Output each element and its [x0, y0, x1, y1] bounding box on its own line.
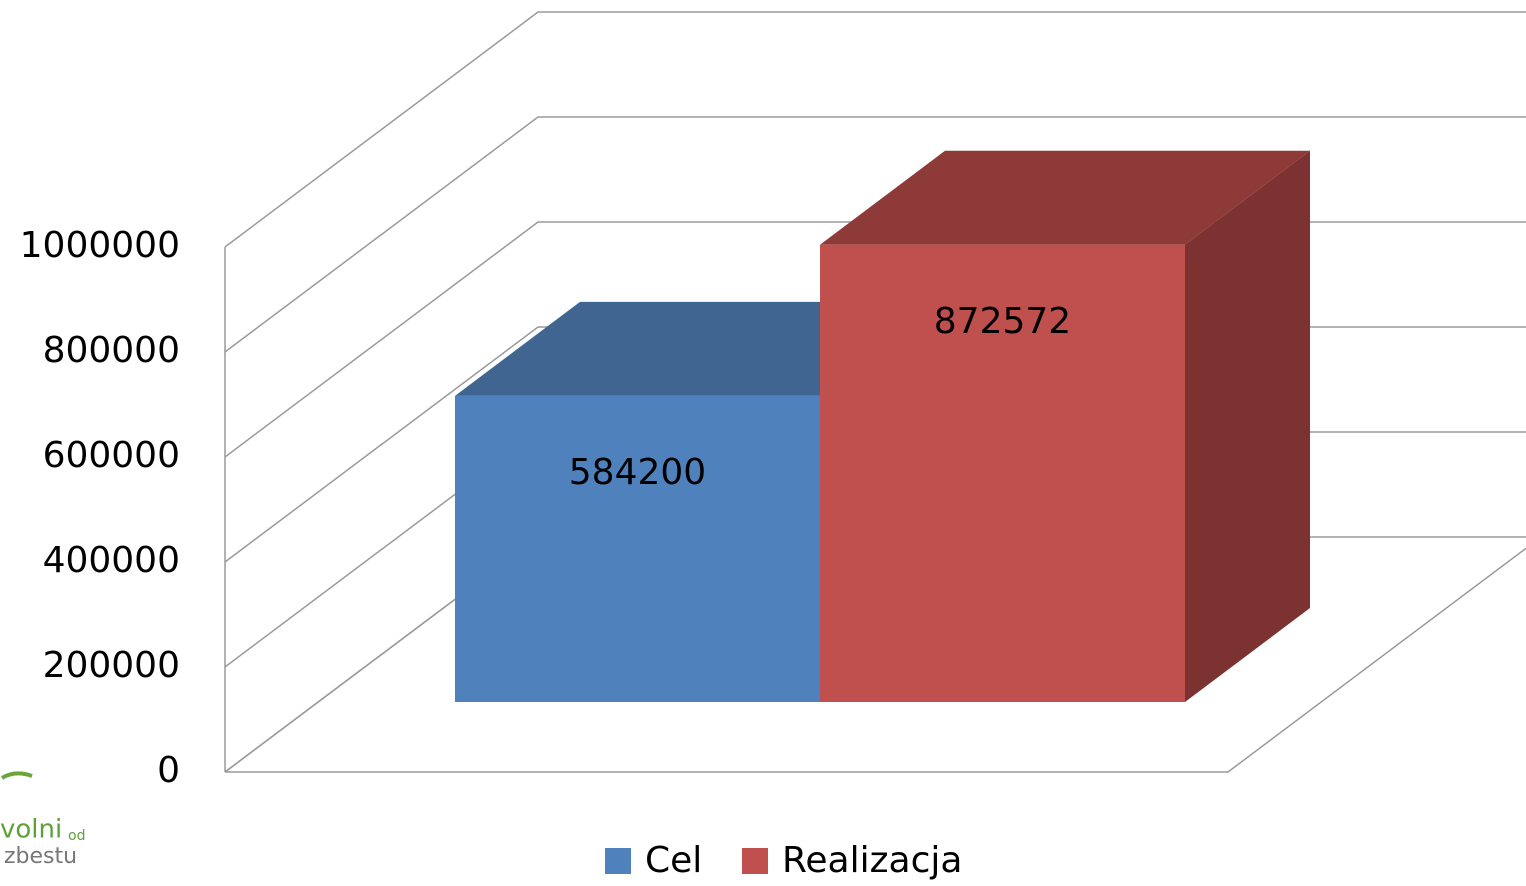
logo-word: volni [0, 815, 62, 845]
data-label: 584200 [569, 452, 706, 493]
floor [225, 547, 1526, 773]
grid-line [224, 11, 1526, 248]
grid-line [224, 116, 1526, 353]
legend-swatch [605, 848, 631, 874]
bar [455, 395, 820, 702]
y-tick-label: 1000000 [20, 225, 180, 266]
bar-side [1185, 150, 1310, 702]
data-label: 872572 [934, 301, 1071, 342]
y-tick-label: 0 [157, 750, 180, 791]
logo-word: od [68, 828, 85, 844]
y-tick-label: 800000 [43, 330, 180, 371]
logo-swoosh [0, 771, 33, 780]
legend-swatch [742, 848, 768, 874]
y-tick-label: 600000 [43, 435, 180, 476]
bar-top [820, 150, 1310, 245]
logo-word: zbestu [4, 844, 77, 869]
y-tick-label: 400000 [43, 540, 180, 581]
bar [820, 244, 1185, 702]
y-tick-label: 200000 [43, 645, 180, 686]
legend-label: Cel [645, 840, 702, 881]
legend-label: Realizacja [782, 840, 962, 881]
